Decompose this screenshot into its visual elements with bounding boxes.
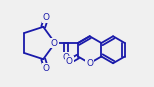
Text: O: O [43, 13, 50, 22]
Text: O: O [51, 39, 57, 48]
Text: O: O [66, 57, 73, 66]
Text: O: O [43, 64, 50, 73]
Text: N: N [52, 39, 58, 48]
Text: O: O [86, 59, 93, 68]
Text: O: O [63, 52, 69, 62]
